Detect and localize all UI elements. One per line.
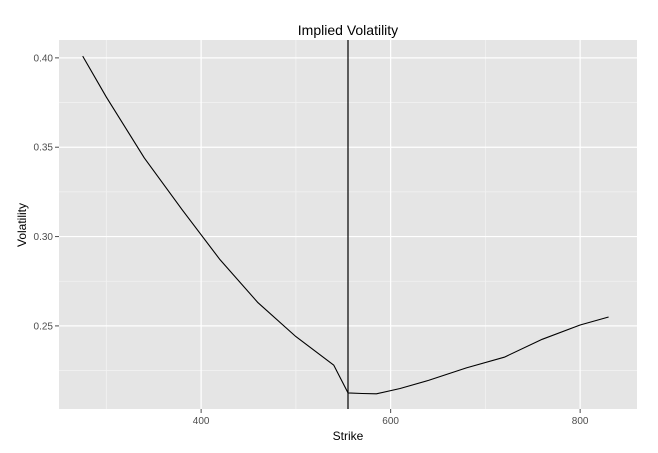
x-tick-label: 400	[193, 416, 210, 427]
x-tick-label: 800	[572, 416, 589, 427]
x-tick-label: 600	[382, 416, 399, 427]
y-tick-label: 0.40	[34, 53, 54, 64]
series-layer	[82, 40, 609, 409]
y-tick-label: 0.25	[34, 321, 54, 332]
volatility-line	[82, 55, 609, 395]
y-tick-label: 0.35	[34, 143, 54, 154]
y-axis-title: Volatility	[15, 203, 29, 247]
y-tick-label: 0.30	[34, 232, 54, 243]
x-axis-title: Strike	[333, 429, 364, 443]
tick-labels: 400 600 800 0.25 0.30 0.35 0.40	[34, 53, 589, 427]
chart-title: Implied Volatility	[298, 22, 398, 38]
